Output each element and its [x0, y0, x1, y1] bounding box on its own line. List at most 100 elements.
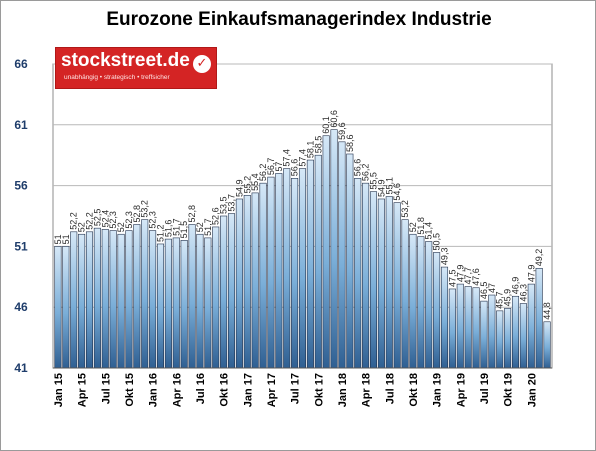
data-label: 44,8	[542, 302, 552, 320]
bar	[251, 192, 259, 369]
data-label: 51,8	[416, 217, 426, 235]
bar	[401, 219, 409, 369]
data-label: 52,4	[100, 210, 110, 228]
x-tick-label: Apr 15	[77, 373, 89, 407]
bar	[448, 288, 456, 369]
bar	[393, 202, 401, 369]
bar	[362, 182, 370, 369]
bar	[346, 153, 354, 369]
bar	[141, 219, 149, 369]
bar	[109, 230, 117, 369]
data-label: 46,9	[511, 277, 521, 295]
bar	[496, 310, 504, 369]
bar	[314, 154, 322, 369]
data-label: 59,6	[337, 122, 347, 140]
x-tick-label: Apr 19	[455, 373, 467, 407]
bar	[425, 241, 433, 369]
bar	[54, 246, 62, 369]
bar	[188, 224, 196, 369]
data-label: 45,7	[495, 291, 505, 309]
x-tick-label: Okt 19	[503, 373, 515, 407]
bar	[235, 198, 243, 369]
x-tick-label: Okt 15	[124, 373, 136, 407]
data-label: 51,4	[424, 222, 434, 240]
bar	[227, 213, 236, 369]
data-label: 55,2	[242, 176, 252, 194]
x-tick-label: Apr 18	[361, 373, 373, 407]
bar	[283, 168, 291, 369]
data-label: 52,3	[124, 211, 134, 229]
data-label: 47,5	[447, 269, 457, 287]
data-label: 53,2	[400, 200, 410, 218]
data-label: 52,6	[211, 207, 221, 225]
bar	[291, 178, 299, 369]
bar	[511, 295, 520, 369]
data-label: 47,7	[463, 267, 473, 285]
bar	[543, 321, 551, 369]
data-label: 52,8	[187, 205, 197, 223]
y-tick-label: 51	[14, 239, 28, 253]
x-tick-label: Jan 17	[242, 373, 254, 407]
bar	[298, 168, 307, 369]
data-label: 47,9	[455, 265, 465, 283]
data-label: 49,3	[440, 248, 450, 266]
logo-brand-text: stockstreet.de	[61, 50, 190, 71]
bar	[212, 226, 220, 369]
bar	[156, 243, 165, 369]
data-label: 47,6	[471, 268, 481, 286]
bar	[527, 283, 535, 369]
data-label: 52,2	[69, 212, 79, 230]
x-tick-label: Jul 15	[100, 373, 112, 404]
data-label: 46,5	[479, 282, 489, 300]
bar	[172, 237, 180, 369]
x-tick-label: Jul 16	[195, 373, 207, 404]
bar	[243, 195, 251, 369]
x-tick-label: Okt 18	[408, 373, 420, 407]
data-label: 47,9	[526, 265, 536, 283]
bar	[196, 233, 204, 369]
data-label: 52	[77, 222, 87, 232]
bar	[338, 141, 346, 369]
x-tick-label: Apr 16	[171, 373, 183, 407]
data-label: 55,5	[369, 172, 379, 190]
bar	[330, 129, 338, 369]
data-label: 56,6	[290, 159, 300, 177]
chart-title: Eurozone Einkaufsmanagerindex Industrie	[106, 9, 492, 30]
bar	[275, 173, 283, 369]
data-label: 47	[487, 283, 497, 293]
x-tick-label: Jan 15	[53, 373, 65, 407]
data-label: 45,9	[503, 289, 513, 307]
bar	[433, 252, 441, 369]
y-tick-label: 61	[14, 118, 28, 132]
data-label: 53,5	[219, 196, 229, 214]
data-label: 51	[61, 234, 71, 244]
data-label: 52,8	[132, 205, 142, 223]
data-label: 58,5	[313, 136, 323, 154]
data-label: 55,4	[250, 173, 260, 191]
y-tick-label: 66	[14, 57, 28, 71]
data-label: 56,2	[258, 164, 268, 182]
bar	[204, 237, 212, 369]
x-tick-label: Okt 17	[313, 373, 325, 407]
stockstreet-logo: stockstreet.de ✓ unabhängig • strategisc…	[55, 47, 217, 89]
bar	[417, 236, 425, 369]
bar	[519, 303, 527, 369]
bar	[164, 238, 172, 369]
x-tick-label: Apr 17	[266, 373, 278, 407]
y-tick-label: 56	[14, 179, 28, 193]
data-label: 51,7	[171, 218, 181, 236]
bar	[180, 240, 188, 369]
data-label: 51,2	[156, 224, 166, 242]
bar	[259, 182, 267, 369]
data-label: 51,5	[179, 221, 189, 239]
data-label: 58,1	[305, 141, 315, 159]
bar	[101, 229, 109, 369]
bar	[149, 230, 157, 369]
bar	[125, 230, 133, 369]
bar	[78, 233, 86, 369]
x-tick-label: Jul 18	[384, 373, 396, 404]
bar	[93, 227, 101, 369]
bar	[369, 191, 378, 369]
data-label: 53,2	[140, 200, 150, 218]
bar	[220, 215, 228, 369]
